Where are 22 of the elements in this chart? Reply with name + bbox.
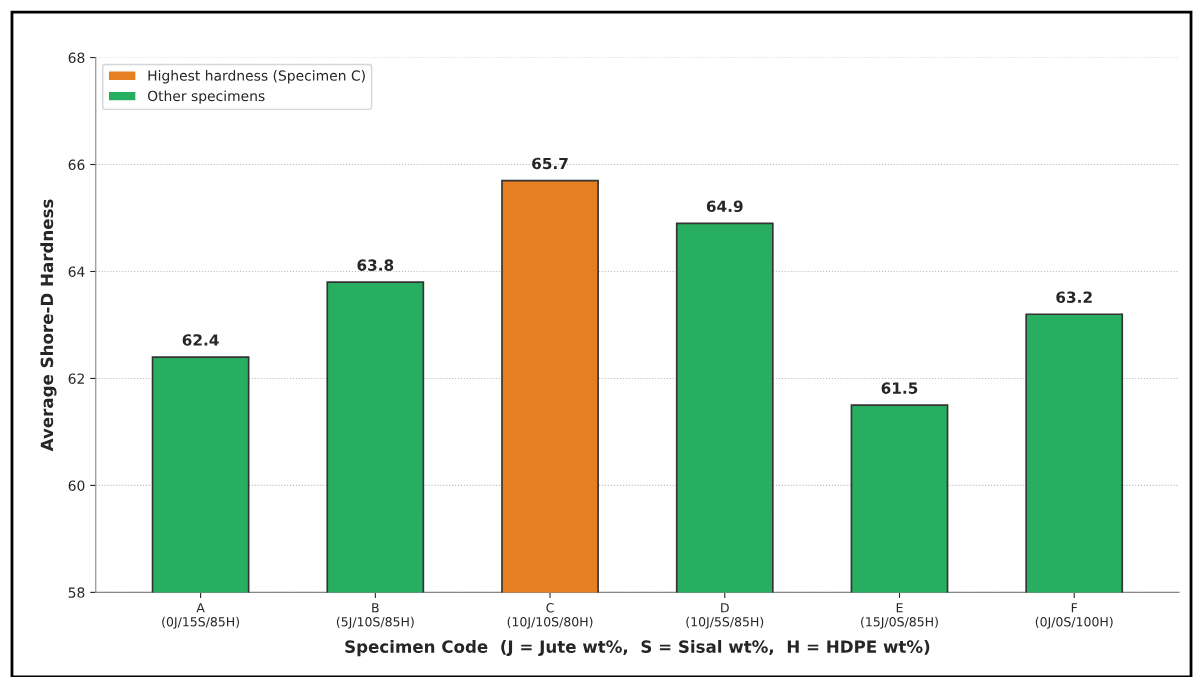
data-label: 64.9 — [706, 200, 743, 213]
y-axis-title: Average Shore-D Hardness — [40, 199, 57, 452]
x-tick-label: E (15J/0S/85H) — [861, 603, 938, 629]
y-tick-label: 68 — [68, 52, 85, 64]
x-axis-title: Specimen Code (J = Jute wt%, S = Sisal wt%, H = HDPE wt%) — [345, 640, 930, 657]
y-tick-label: 58 — [68, 587, 85, 598]
legend-label: Other specimens — [147, 90, 265, 104]
data-label: 62.4 — [182, 334, 219, 346]
y-tick-label: 66 — [68, 159, 85, 170]
y-tick-label: 64 — [68, 266, 85, 277]
y-tick-label: 60 — [68, 480, 85, 491]
data-label: 65.7 — [532, 157, 568, 170]
x-tick-label: D (10J/5S/85H) — [686, 603, 764, 629]
x-tick-label: B (5J/10S/85H) — [336, 603, 414, 629]
data-label: 63.2 — [1056, 291, 1092, 303]
data-label: 63.8 — [357, 259, 394, 271]
data-label: 61.5 — [881, 382, 918, 394]
x-tick-label: C (10J/10S/80H) — [507, 603, 593, 629]
x-tick-label: A (0J/15S/85H) — [162, 603, 239, 629]
legend-label: Highest hardness (Specimen C) — [148, 70, 365, 84]
y-tick-label: 62 — [68, 373, 84, 384]
x-tick-label: F (0J/0S/100H) — [1035, 603, 1113, 629]
